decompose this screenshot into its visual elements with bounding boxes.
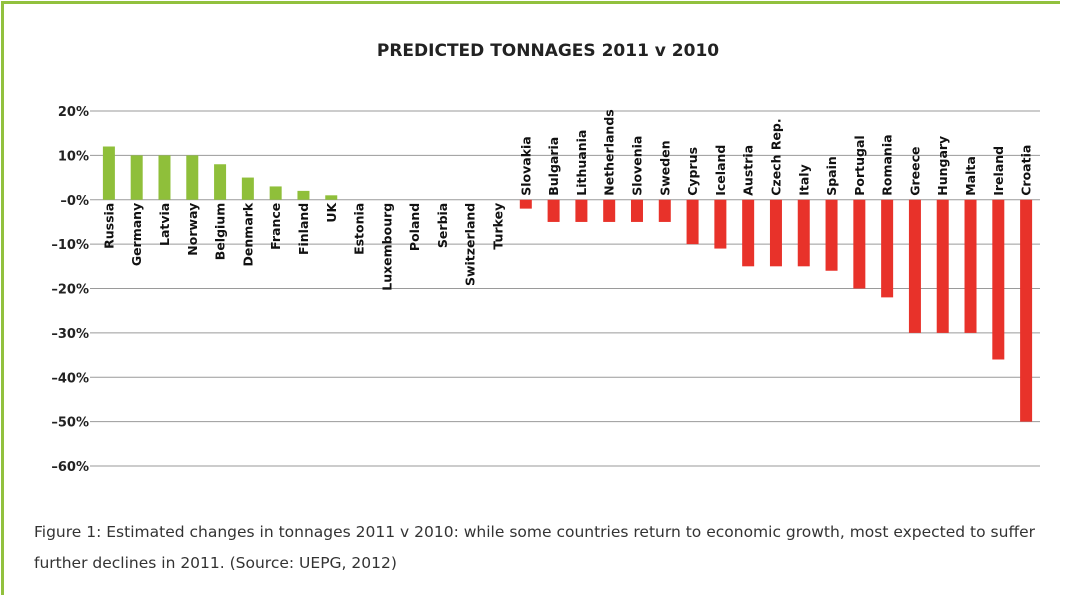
y-tick-label: 10% (58, 149, 89, 164)
x-tick-label: Bulgaria (546, 137, 561, 196)
x-tick-label: Turkey (491, 203, 506, 250)
x-tick-label: Ireland (991, 146, 1006, 196)
y-axis-ticks: 20% 10% –0% –10% –20% –30% –40% –50% –60% (51, 105, 89, 475)
bar-norway (186, 155, 198, 199)
x-tick-label: Finland (296, 203, 311, 255)
bar-italy (798, 200, 810, 267)
x-tick-label: Switzerland (463, 203, 478, 286)
bar-slovenia (631, 200, 643, 222)
x-tick-label: Italy (796, 164, 811, 196)
bar-belgium (214, 164, 226, 200)
bar-hungary (937, 200, 949, 333)
bar-latvia (158, 155, 170, 199)
bar-greece (909, 200, 921, 333)
bar-czech-rep (770, 200, 782, 267)
bar-finland (297, 191, 309, 200)
y-tick-label: –50% (51, 416, 89, 431)
y-tick-label: –10% (51, 238, 89, 253)
bar-bulgaria (548, 200, 560, 222)
x-tick-label: Estonia (352, 203, 367, 255)
bar-denmark (242, 178, 254, 200)
x-tick-label: UK (324, 201, 339, 222)
x-tick-label: Lithuania (574, 130, 589, 196)
x-tick-label: Romania (880, 134, 895, 195)
bar-netherlands (603, 200, 615, 222)
bar-slovakia (520, 200, 532, 209)
figure-caption: Figure 1: Estimated changes in tonnages … (34, 517, 1049, 579)
bar-ireland (992, 200, 1004, 360)
x-tick-label: Malta (963, 156, 978, 196)
bar-lithuania (575, 200, 587, 222)
x-tick-label: Norway (185, 203, 200, 256)
y-tick-label: –40% (51, 371, 89, 386)
x-tick-label: Germany (129, 203, 144, 266)
x-tick-label: Austria (741, 145, 756, 196)
bar-russia (103, 147, 115, 200)
x-tick-label: Denmark (240, 202, 255, 266)
x-tick-label: Serbia (435, 203, 450, 248)
x-tick-label: Hungary (935, 136, 950, 196)
bar-spain (826, 200, 838, 271)
x-tick-label: Czech Rep. (768, 118, 783, 195)
bar-germany (131, 155, 143, 199)
bar-austria (742, 200, 754, 267)
bar-croatia (1020, 200, 1032, 422)
y-tick-label: –0% (60, 194, 89, 209)
x-tick-label: Spain (824, 156, 839, 196)
x-tick-label: Slovakia (518, 136, 533, 196)
x-tick-label: Luxembourg (379, 203, 394, 291)
x-tick-label: Russia (101, 203, 116, 249)
x-tick-label: Slovenia (629, 136, 644, 196)
bar-chart: PREDICTED TONNAGES 2011 v 2010 20% 10% –0%… (0, 0, 1065, 510)
bar-iceland (714, 200, 726, 249)
chart-title: PREDICTED TONNAGES 2011 v 2010 (377, 41, 719, 61)
x-tick-label: Sweden (657, 140, 672, 195)
x-tick-label: Belgium (213, 203, 228, 260)
x-tick-label: Poland (407, 203, 422, 251)
bar-portugal (853, 200, 865, 289)
y-tick-label: –30% (51, 327, 89, 342)
y-tick-label: 20% (58, 105, 89, 120)
x-tick-label: Greece (907, 146, 922, 195)
x-tick-label: Croatia (1019, 145, 1034, 196)
y-tick-label: –20% (51, 283, 89, 298)
x-tick-label: Iceland (713, 145, 728, 196)
y-tick-label: –60% (51, 460, 89, 475)
bar-malta (965, 200, 977, 333)
x-tick-label: Netherlands (602, 109, 617, 195)
bar-cyprus (687, 200, 699, 244)
bar-france (270, 186, 282, 199)
x-tick-label: Latvia (157, 203, 172, 246)
gridlines (90, 111, 1040, 466)
x-tick-label: Cyprus (685, 147, 700, 196)
x-tick-label: France (268, 203, 283, 250)
x-tick-label: Portugal (852, 135, 867, 195)
bar-romania (881, 200, 893, 298)
bar-sweden (659, 200, 671, 222)
bar-uk (325, 195, 337, 199)
